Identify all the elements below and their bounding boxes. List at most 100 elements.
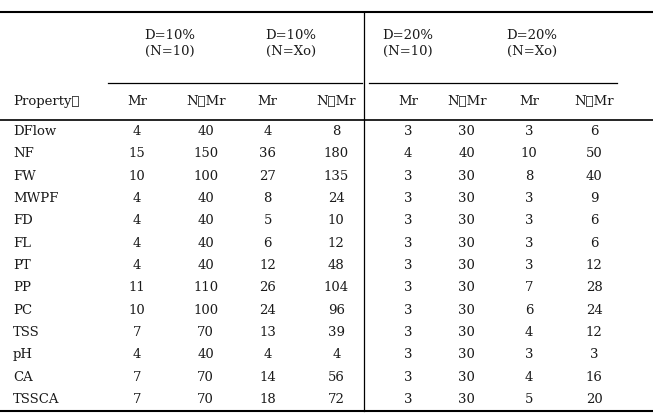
Text: 30: 30 (458, 349, 475, 361)
Text: 104: 104 (324, 281, 349, 295)
Text: 39: 39 (328, 326, 345, 339)
Text: N★Mr: N★Mr (186, 95, 225, 108)
Text: 50: 50 (586, 147, 603, 160)
Text: 40: 40 (197, 237, 214, 250)
Text: 24: 24 (586, 304, 603, 317)
Text: 3: 3 (524, 192, 534, 205)
Text: 70: 70 (197, 393, 214, 406)
Text: 26: 26 (259, 281, 276, 295)
Text: 40: 40 (197, 215, 214, 227)
Text: 40: 40 (197, 125, 214, 138)
Text: 8: 8 (264, 192, 272, 205)
Text: 4: 4 (133, 125, 141, 138)
Text: 4: 4 (332, 349, 340, 361)
Text: 70: 70 (197, 371, 214, 384)
Text: 40: 40 (586, 170, 603, 183)
Text: 3: 3 (404, 215, 413, 227)
Text: 4: 4 (133, 259, 141, 272)
Text: 7: 7 (524, 281, 534, 295)
Text: 10: 10 (520, 147, 537, 160)
Text: 4: 4 (264, 349, 272, 361)
Text: 36: 36 (259, 147, 276, 160)
Text: FD: FD (13, 215, 33, 227)
Text: 5: 5 (525, 393, 533, 406)
Text: 3: 3 (404, 326, 413, 339)
Text: 4: 4 (525, 371, 533, 384)
Text: 3: 3 (524, 125, 534, 138)
Text: 4: 4 (264, 125, 272, 138)
Text: PP: PP (13, 281, 31, 295)
Text: 16: 16 (586, 371, 603, 384)
Text: 24: 24 (328, 192, 345, 205)
Text: 4: 4 (404, 147, 412, 160)
Text: 3: 3 (404, 281, 413, 295)
Text: 7: 7 (133, 326, 142, 339)
Text: 100: 100 (193, 304, 218, 317)
Text: Mr: Mr (519, 95, 539, 108)
Text: 40: 40 (197, 349, 214, 361)
Text: Mr: Mr (127, 95, 147, 108)
Text: FL: FL (13, 237, 31, 250)
Text: 6: 6 (590, 215, 599, 227)
Text: 3: 3 (524, 349, 534, 361)
Text: 18: 18 (259, 393, 276, 406)
Text: NF: NF (13, 147, 34, 160)
Text: 100: 100 (193, 170, 218, 183)
Text: pH: pH (13, 349, 33, 361)
Text: TSSCA: TSSCA (13, 393, 59, 406)
Text: N★Mr: N★Mr (575, 95, 614, 108)
Text: 14: 14 (259, 371, 276, 384)
Text: 135: 135 (324, 170, 349, 183)
Text: 3: 3 (404, 371, 413, 384)
Text: DFlow: DFlow (13, 125, 56, 138)
Text: 27: 27 (259, 170, 276, 183)
Text: TSS: TSS (13, 326, 40, 339)
Text: 6: 6 (263, 237, 272, 250)
Text: D=20%
(N=10): D=20% (N=10) (383, 29, 434, 59)
Text: 40: 40 (458, 147, 475, 160)
Text: 3: 3 (404, 349, 413, 361)
Text: 4: 4 (525, 326, 533, 339)
Text: CA: CA (13, 371, 33, 384)
Text: 40: 40 (197, 259, 214, 272)
Text: D=10%
(N=10): D=10% (N=10) (144, 29, 195, 59)
Text: D=20%
(N=Xo): D=20% (N=Xo) (507, 29, 558, 59)
Text: 30: 30 (458, 326, 475, 339)
Text: 4: 4 (133, 349, 141, 361)
Text: 3: 3 (524, 259, 534, 272)
Text: 13: 13 (259, 326, 276, 339)
Text: N★Mr: N★Mr (447, 95, 486, 108)
Text: Mr: Mr (398, 95, 418, 108)
Text: 10: 10 (129, 170, 146, 183)
Text: 4: 4 (133, 237, 141, 250)
Text: 48: 48 (328, 259, 345, 272)
Text: 96: 96 (328, 304, 345, 317)
Text: 110: 110 (193, 281, 218, 295)
Text: 40: 40 (197, 192, 214, 205)
Text: 8: 8 (525, 170, 533, 183)
Text: 6: 6 (524, 304, 534, 317)
Text: 3: 3 (590, 349, 599, 361)
Text: 30: 30 (458, 237, 475, 250)
Text: 70: 70 (197, 326, 214, 339)
Text: 20: 20 (586, 393, 603, 406)
Text: 5: 5 (264, 215, 272, 227)
Text: 7: 7 (133, 371, 142, 384)
Text: 28: 28 (586, 281, 603, 295)
Text: 3: 3 (404, 170, 413, 183)
Text: 3: 3 (404, 259, 413, 272)
Text: 12: 12 (328, 237, 345, 250)
Text: 10: 10 (328, 215, 345, 227)
Text: 24: 24 (259, 304, 276, 317)
Text: 30: 30 (458, 170, 475, 183)
Text: 12: 12 (586, 259, 603, 272)
Text: D=10%
(N=Xo): D=10% (N=Xo) (265, 29, 316, 59)
Text: 6: 6 (590, 125, 599, 138)
Text: 30: 30 (458, 371, 475, 384)
Text: 15: 15 (129, 147, 146, 160)
Text: 3: 3 (404, 192, 413, 205)
Text: 4: 4 (133, 192, 141, 205)
Text: 3: 3 (404, 237, 413, 250)
Text: 10: 10 (129, 304, 146, 317)
Text: 180: 180 (324, 147, 349, 160)
